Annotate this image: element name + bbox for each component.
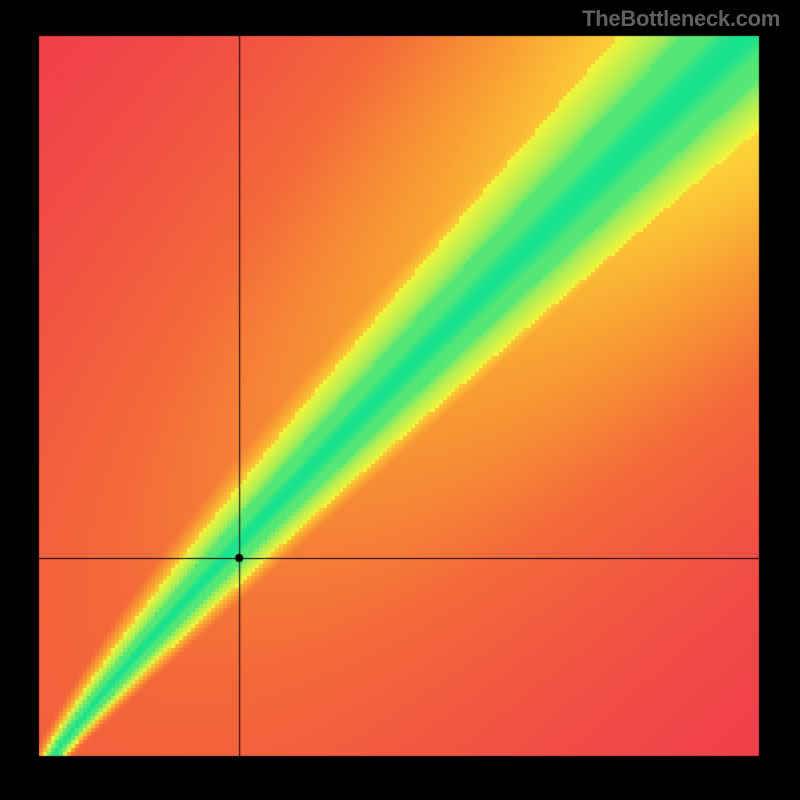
chart-container: TheBottleneck.com — [0, 0, 800, 800]
bottleneck-heatmap — [0, 0, 800, 800]
watermark-text: TheBottleneck.com — [582, 6, 780, 32]
